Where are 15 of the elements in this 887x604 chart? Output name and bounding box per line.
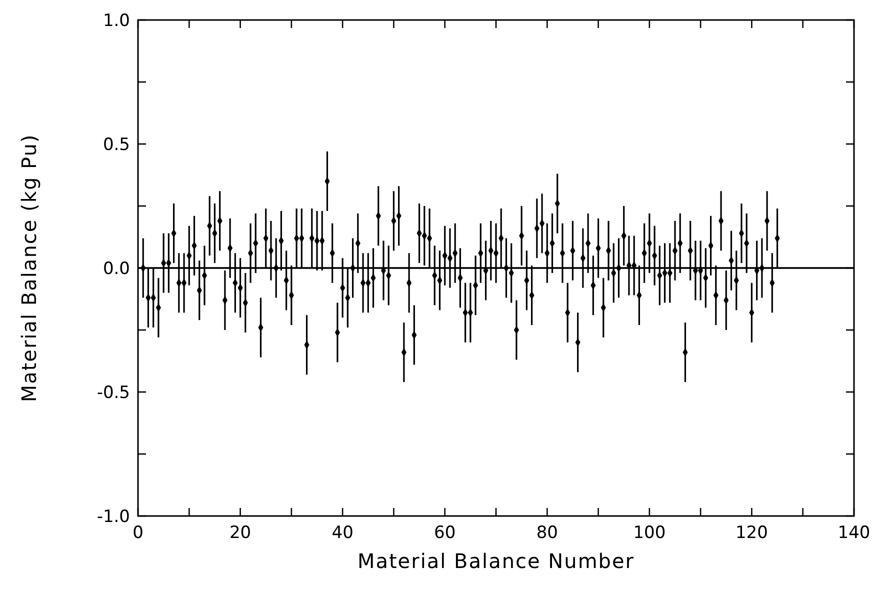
- y-tick-label: 1.0: [102, 10, 130, 31]
- x-tick-label: 0: [132, 523, 144, 543]
- x-tick-label: 100: [633, 523, 666, 543]
- y-tick-label: -1.0: [96, 506, 130, 527]
- x-tick-label: 20: [229, 523, 252, 543]
- y-tick-label: 0.5: [102, 134, 130, 155]
- x-axis-title: Material Balance Number: [357, 549, 635, 573]
- y-axis-title: Material Balance (kg Pu): [17, 134, 41, 402]
- y-tick-label: 0.0: [102, 258, 130, 279]
- x-tick-label: 40: [332, 523, 354, 543]
- y-tick-label: -0.5: [96, 382, 130, 403]
- x-tick-label: 120: [735, 523, 768, 543]
- x-tick-label: 80: [536, 523, 558, 543]
- x-tick-label: 60: [434, 523, 456, 543]
- x-tick-label: 140: [838, 523, 870, 543]
